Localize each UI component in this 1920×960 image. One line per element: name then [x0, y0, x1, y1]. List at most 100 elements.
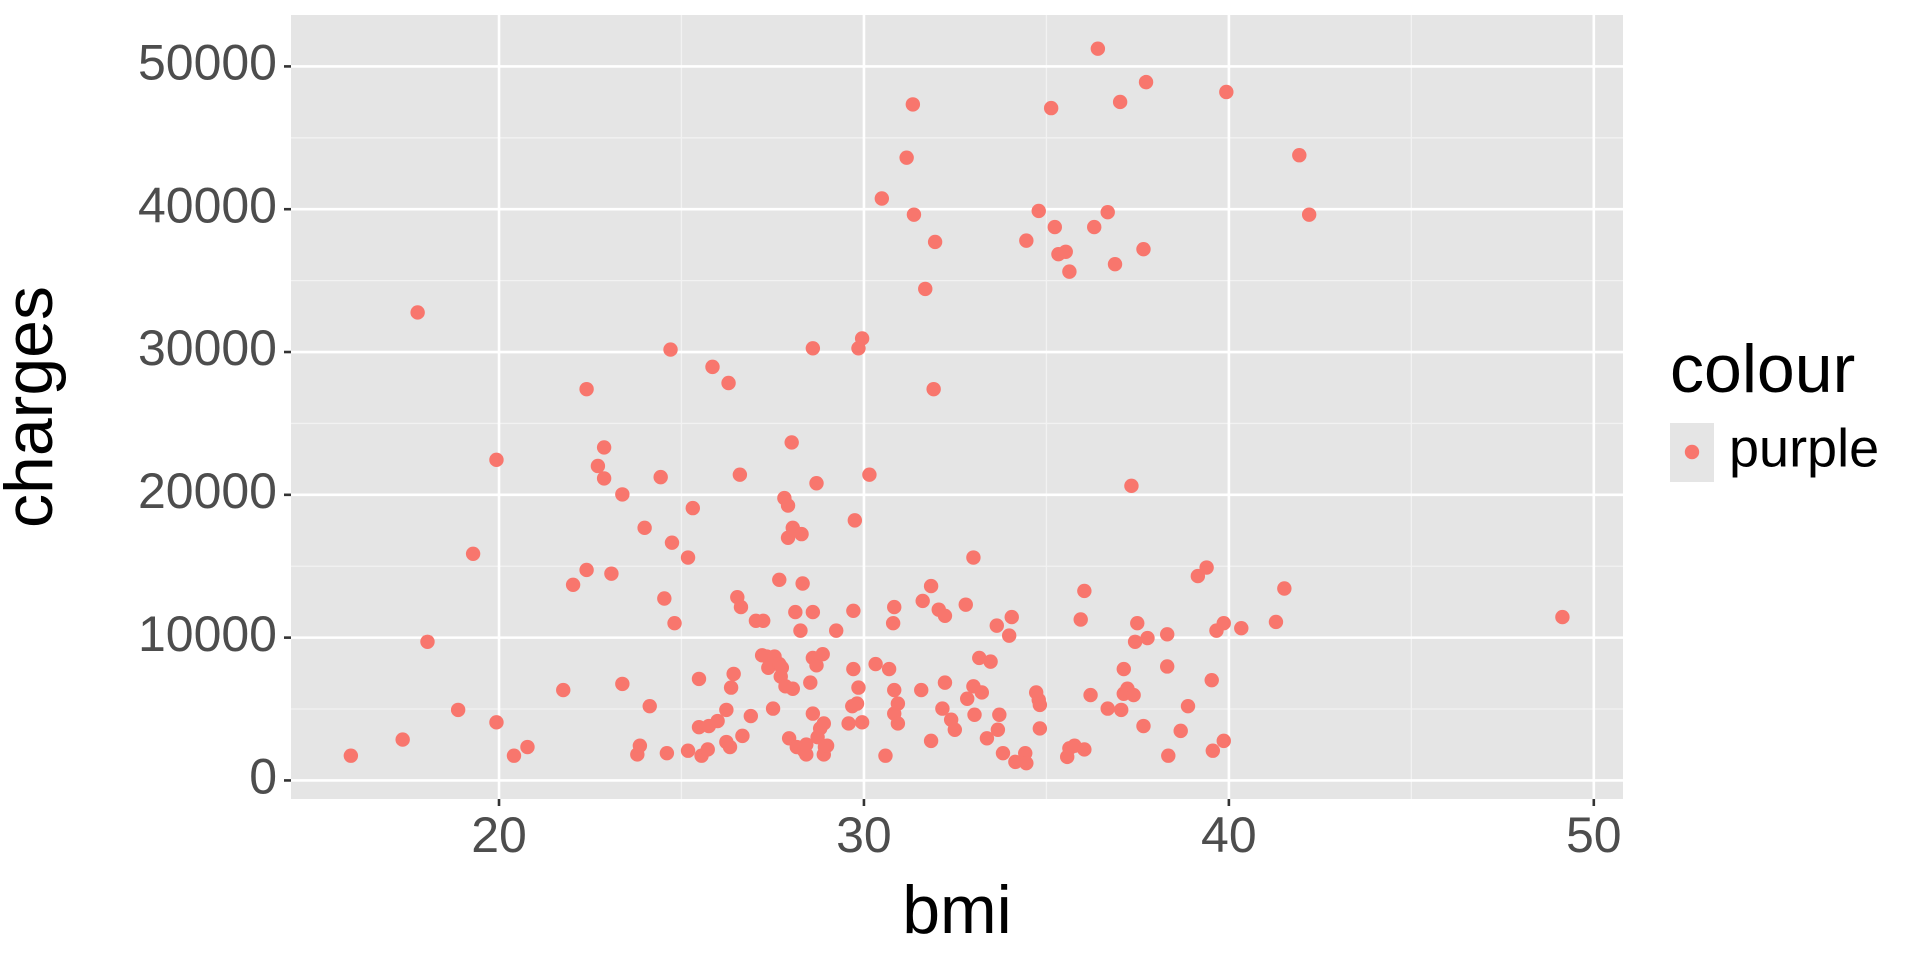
point: [1204, 672, 1219, 688]
point: [450, 702, 466, 718]
point: [1126, 687, 1141, 703]
point: [556, 682, 571, 698]
point: [735, 728, 750, 744]
x-tick-label: 30: [836, 807, 892, 863]
point: [1301, 207, 1317, 222]
point: [1127, 634, 1143, 649]
legend-label: purple: [1729, 418, 1879, 478]
point: [785, 681, 800, 696]
point: [846, 603, 861, 618]
point: [1160, 659, 1175, 674]
point: [906, 207, 922, 222]
point: [1001, 628, 1017, 643]
point: [816, 716, 831, 731]
point: [846, 661, 861, 677]
point: [1205, 743, 1221, 758]
x-tick-label: 40: [1201, 807, 1257, 863]
point: [1180, 698, 1196, 714]
point: [803, 675, 818, 690]
point: [819, 738, 835, 753]
point: [854, 331, 870, 346]
point: [1100, 205, 1115, 220]
point: [1090, 41, 1106, 56]
point: [966, 550, 981, 565]
point: [1114, 702, 1129, 718]
point: [923, 578, 939, 594]
point: [774, 660, 790, 675]
point: [967, 707, 982, 722]
point: [788, 604, 803, 620]
point: [881, 661, 897, 677]
point: [829, 623, 844, 638]
point: [710, 713, 725, 729]
point: [1234, 621, 1249, 636]
point: [1136, 242, 1151, 257]
point: [992, 707, 1007, 722]
point: [489, 715, 504, 730]
point: [1161, 748, 1176, 763]
point: [743, 708, 759, 724]
point: [1047, 219, 1063, 235]
point: [899, 150, 914, 165]
grid: [291, 15, 1623, 799]
x-tick-label: 20: [471, 807, 527, 863]
point: [1077, 742, 1092, 757]
point: [799, 737, 814, 752]
point: [854, 715, 870, 730]
point: [926, 381, 941, 397]
point: [1032, 697, 1048, 713]
point: [604, 566, 619, 581]
point: [343, 748, 359, 763]
point: [1140, 630, 1155, 646]
point: [918, 281, 933, 297]
point: [395, 732, 410, 747]
point: [841, 716, 856, 731]
point: [1019, 233, 1034, 248]
point: [979, 731, 995, 746]
point: [579, 381, 594, 397]
y-tick-label: 50000: [138, 35, 277, 91]
point: [1216, 733, 1231, 749]
point: [590, 458, 606, 474]
point: [579, 562, 594, 578]
point: [927, 234, 943, 250]
point: [680, 743, 696, 758]
point: [1004, 609, 1019, 625]
point: [923, 733, 939, 749]
point: [885, 616, 901, 631]
point: [1268, 614, 1284, 630]
point: [794, 526, 809, 542]
point: [1216, 616, 1231, 631]
point: [663, 342, 678, 357]
point: [1173, 723, 1188, 739]
point: [815, 646, 830, 662]
point: [862, 467, 877, 482]
point: [1136, 718, 1151, 734]
point: [1062, 264, 1077, 279]
point: [1032, 721, 1048, 736]
y-tick-label: 10000: [138, 606, 277, 662]
point: [719, 702, 734, 718]
point: [772, 572, 787, 587]
legend-title: colour: [1670, 331, 1855, 407]
x-tick-label: 50: [1566, 807, 1622, 863]
point: [890, 716, 906, 731]
point: [565, 577, 581, 592]
y-axis-title: charges: [0, 286, 67, 528]
point: [1019, 755, 1034, 771]
point: [915, 593, 930, 609]
point: [809, 658, 824, 673]
point: [958, 597, 973, 612]
point: [874, 191, 890, 206]
point: [793, 623, 808, 638]
point: [983, 654, 998, 669]
point: [878, 748, 893, 763]
point: [761, 660, 776, 675]
point: [657, 591, 672, 606]
point: [615, 487, 630, 502]
point: [489, 452, 504, 468]
point: [596, 471, 612, 486]
point: [849, 696, 865, 711]
